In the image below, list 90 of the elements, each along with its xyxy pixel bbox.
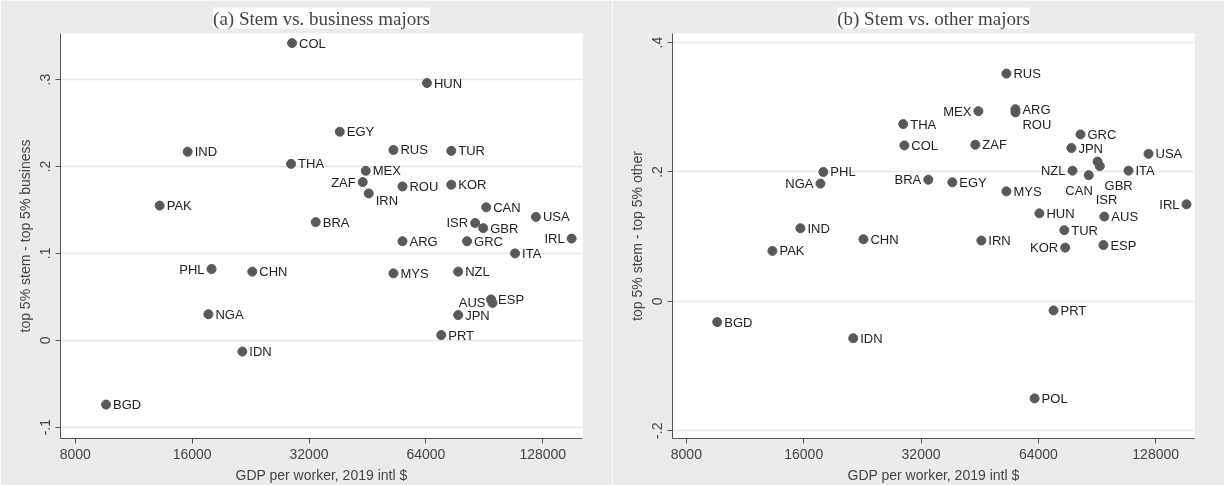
annotation: ITA — [1135, 163, 1156, 179]
y-tick-label: .4 — [649, 36, 666, 49]
annotation: IND — [807, 220, 830, 236]
x-tick-label: 128000 — [519, 445, 567, 462]
x-tick-label: 16000 — [784, 445, 824, 462]
annotation: IDN — [249, 344, 272, 360]
annotation: CHN — [870, 231, 899, 247]
annotation: BRA — [894, 172, 922, 188]
annotation: GBR — [1104, 178, 1133, 194]
x-axis-title: GDP per worker, 2019 intl $ — [847, 466, 1020, 483]
annotation: ISR — [446, 215, 469, 231]
annotation: MYS — [1013, 183, 1042, 199]
y-axis-title: top 5% stem - top 5% business — [16, 139, 33, 333]
annotation: IRN — [375, 192, 399, 208]
y-tick-label: .3 — [37, 73, 54, 86]
x-tick-label: 64000 — [1018, 445, 1059, 462]
annotation: KOR — [1030, 240, 1059, 256]
annotation: PRT — [1060, 302, 1087, 318]
annotation: BGD — [113, 397, 142, 413]
annotation: NZL — [465, 264, 490, 280]
annotation: TUR — [458, 143, 485, 159]
annotation: THA — [298, 156, 325, 172]
annotation: NGA — [785, 176, 814, 192]
annotation: KOR — [458, 177, 487, 193]
annotation: IDN — [860, 330, 883, 346]
y-tick-label: .2 — [37, 160, 54, 173]
annotation: PAK — [779, 243, 805, 259]
annotation: RUS — [1013, 66, 1042, 82]
annotation: AUS — [1111, 209, 1139, 225]
x-tick-label: 32000 — [901, 445, 941, 462]
annotation: ROU — [409, 178, 439, 194]
chart-title: (a) Stem vs. business majors — [213, 7, 430, 30]
x-tick-label: 16000 — [172, 445, 212, 462]
annotation: ZAF — [982, 137, 1007, 153]
annotation: GBR — [490, 220, 519, 236]
annotation: COL — [911, 137, 939, 153]
annotation: BRA — [322, 214, 350, 230]
annotation: ITA — [522, 245, 542, 261]
annotation: ROU — [1022, 116, 1052, 132]
annotation: MYS — [400, 265, 429, 281]
annotation: IRL — [544, 231, 565, 247]
annotation: IND — [194, 144, 218, 160]
annotation: ESP — [498, 291, 525, 307]
annotation: PHL — [179, 261, 205, 277]
annotation: IRN — [988, 233, 1011, 249]
y-tick-label: -.2 — [649, 422, 666, 439]
y-tick-label: 0 — [649, 297, 666, 306]
annotation: ZAF — [331, 174, 356, 190]
chart-title: (b) Stem vs. other majors — [837, 7, 1030, 30]
x-tick-label: 128000 — [1132, 445, 1180, 462]
annotation: JPN — [1078, 140, 1103, 156]
x-tick-label: 64000 — [406, 445, 446, 462]
annotation: POL — [1041, 390, 1068, 406]
annotation: BGD — [724, 314, 753, 330]
annotation: CHN — [259, 264, 288, 280]
x-tick-label: 32000 — [289, 445, 329, 462]
annotation: HUN — [433, 75, 463, 91]
annotation: MEX — [372, 163, 402, 179]
y-axis-title: top 5% stem - top 5% other — [628, 150, 645, 321]
x-tick-label: 8000 — [59, 445, 92, 462]
annotation: GRC — [1087, 126, 1117, 142]
annotation: ESP — [1110, 237, 1137, 253]
y-tick-label: -.1 — [37, 418, 54, 436]
annotation: PHL — [830, 164, 856, 180]
annotation: PRT — [448, 327, 475, 343]
annotation: ARG — [1022, 101, 1051, 117]
annotation: USA — [542, 209, 570, 225]
annotation: HUN — [1046, 205, 1075, 221]
y-tick-label: .1 — [37, 247, 54, 260]
y-tick-label: .2 — [649, 165, 666, 178]
annotation: CAN — [493, 199, 521, 215]
annotation: EGY — [346, 124, 375, 140]
annotation: IRL — [1159, 196, 1180, 212]
annotation: GRC — [474, 233, 503, 249]
annotation: THA — [910, 116, 937, 132]
annotation: EGY — [959, 174, 988, 190]
annotation: NGA — [215, 306, 244, 322]
annotation: USA — [1155, 146, 1183, 162]
annotation: MEX — [943, 103, 972, 119]
annotation: COL — [299, 35, 326, 51]
x-tick-label: 8000 — [670, 445, 703, 462]
annotation: PAK — [166, 198, 193, 214]
y-tick-label: 0 — [37, 336, 54, 345]
annotation: TUR — [1071, 222, 1099, 238]
annotation: RUS — [400, 142, 429, 158]
annotation: NZL — [1040, 163, 1066, 179]
annotation: ISR — [1095, 191, 1118, 207]
x-axis-title: GDP per worker, 2019 intl $ — [235, 466, 408, 483]
annotation: CAN — [1065, 182, 1093, 198]
annotation: ARG — [409, 233, 438, 249]
